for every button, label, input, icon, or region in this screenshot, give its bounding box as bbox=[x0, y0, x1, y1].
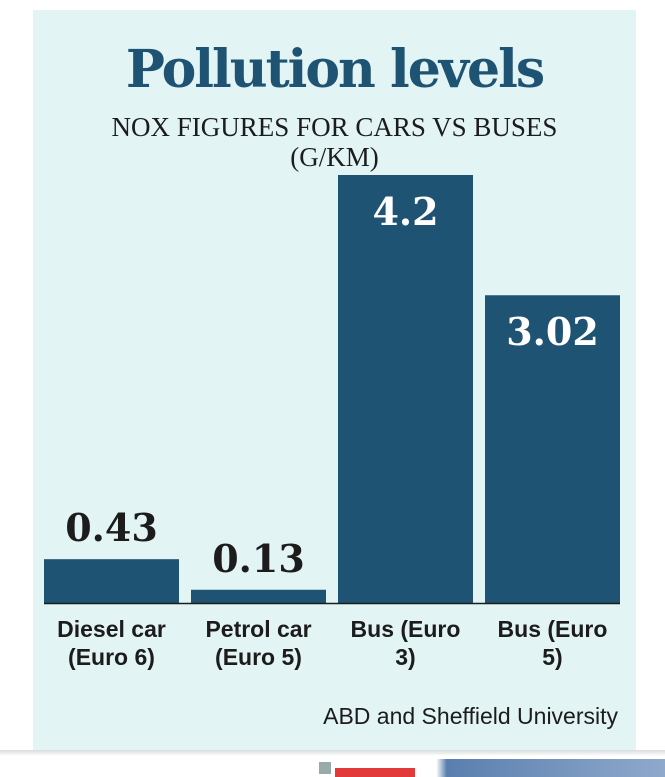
category-label: Bus (Euro bbox=[351, 616, 461, 642]
category-label: Bus (Euro bbox=[498, 616, 608, 642]
category-label: (Euro 5) bbox=[215, 644, 302, 670]
bar-3 bbox=[485, 295, 620, 603]
divider bbox=[0, 750, 665, 756]
chart-panel: Pollution levels NOX FIGURES FOR CARS VS… bbox=[33, 10, 636, 750]
ad-logo-text bbox=[335, 768, 415, 777]
category-label: Diesel car bbox=[57, 616, 166, 642]
bar-chart: 0.43 Diesel car(Euro 6) 0.13 Petrol car(Eur… bbox=[44, 175, 620, 670]
ad-logo-icon bbox=[319, 762, 331, 774]
bar-2 bbox=[338, 175, 473, 603]
bar-1 bbox=[191, 589, 326, 603]
chart-subtitle: NOX FIGURES FOR CARS VS BUSES bbox=[111, 112, 558, 142]
category-label: 5) bbox=[542, 644, 562, 670]
chart-units: (G/KM) bbox=[290, 142, 379, 172]
bar-0 bbox=[44, 559, 179, 603]
category-label: 3) bbox=[395, 644, 415, 670]
bar-value-label: 4.2 bbox=[372, 189, 438, 234]
bar-value-label: 0.13 bbox=[212, 536, 305, 581]
category-label: (Euro 6) bbox=[68, 644, 155, 670]
source-note: ABD and Sheffield University bbox=[323, 703, 618, 729]
bar-value-label: 0.43 bbox=[65, 505, 158, 550]
chart-title: Pollution levels bbox=[125, 39, 545, 100]
advertisement-banner[interactable] bbox=[313, 759, 665, 777]
bar-value-label: 3.02 bbox=[506, 309, 599, 354]
category-label: Petrol car bbox=[205, 616, 311, 642]
